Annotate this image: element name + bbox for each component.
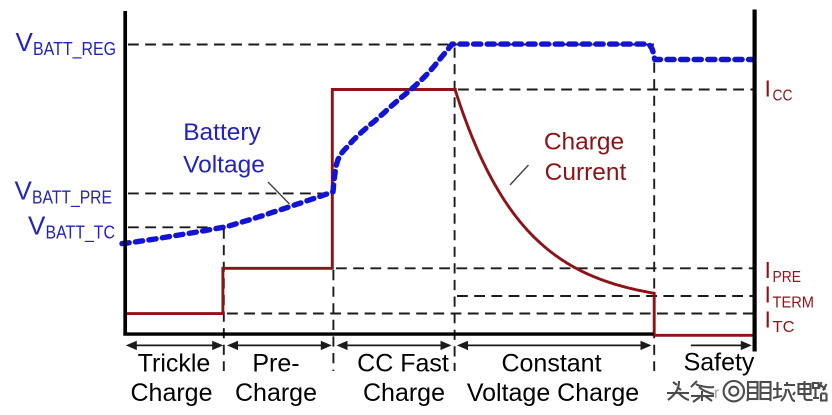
- svg-text:V: V: [16, 27, 34, 57]
- svg-text:Constant: Constant: [501, 349, 601, 377]
- svg-text:I: I: [765, 282, 771, 308]
- svg-text:BATT_TC: BATT_TC: [46, 223, 116, 244]
- svg-text:BATT_REG: BATT_REG: [33, 39, 116, 60]
- svg-text:Voltage Charge: Voltage Charge: [467, 379, 639, 407]
- svg-text:CC: CC: [773, 88, 793, 105]
- svg-text:V: V: [28, 211, 46, 241]
- svg-text:TERM: TERM: [773, 295, 815, 312]
- svg-text:Charge: Charge: [131, 379, 213, 407]
- svg-text:Pre-: Pre-: [252, 349, 299, 377]
- svg-text:Charge: Charge: [544, 129, 624, 156]
- svg-text:Current: Current: [545, 159, 627, 186]
- svg-text:r: r: [714, 385, 720, 402]
- svg-text:Trickle: Trickle: [138, 349, 211, 377]
- svg-text:Safety: Safety: [684, 349, 755, 377]
- svg-text:CC Fast: CC Fast: [357, 349, 449, 377]
- svg-text:I: I: [765, 257, 771, 283]
- svg-text:Charge: Charge: [235, 379, 317, 407]
- svg-text:TC: TC: [773, 319, 795, 336]
- svg-text:PRE: PRE: [773, 269, 802, 286]
- svg-text:Battery: Battery: [183, 119, 261, 146]
- svg-text:Voltage: Voltage: [183, 152, 265, 179]
- svg-text:Charge: Charge: [363, 379, 445, 407]
- svg-text:I: I: [765, 307, 771, 333]
- svg-text:V: V: [15, 176, 33, 206]
- svg-text:BATT_PRE: BATT_PRE: [32, 188, 112, 209]
- svg-text:I: I: [765, 75, 771, 101]
